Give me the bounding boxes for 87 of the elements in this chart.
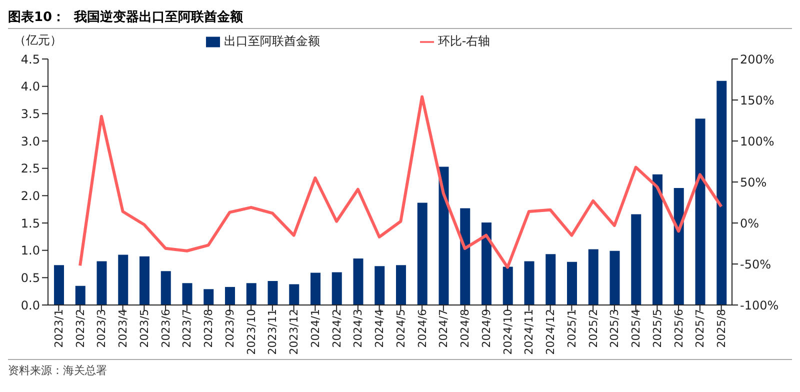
bar bbox=[546, 254, 556, 305]
bar bbox=[610, 250, 620, 305]
bar bbox=[417, 202, 428, 305]
bar bbox=[716, 80, 727, 305]
bar bbox=[204, 289, 214, 305]
x-tick-label: 2023/4 bbox=[116, 309, 130, 348]
x-tick-label: 2023/7 bbox=[180, 309, 194, 348]
x-tick-label: 2024/1 bbox=[308, 309, 322, 348]
bar bbox=[353, 258, 364, 305]
x-tick-label: 2025/5 bbox=[650, 309, 664, 348]
bar bbox=[567, 262, 577, 305]
x-tick-label: 2023/9 bbox=[223, 309, 236, 348]
bar bbox=[631, 214, 642, 305]
y-tick-label: 1.0 bbox=[20, 244, 40, 258]
x-tick-label: 2023/2 bbox=[74, 309, 87, 348]
x-tick-label: 2025/7 bbox=[694, 309, 707, 348]
x-tick-label: 2023/10 bbox=[244, 309, 258, 355]
y2-tick-label: 150% bbox=[740, 93, 774, 108]
x-tick-label: 2025/6 bbox=[672, 309, 686, 348]
x-tick-label: 2023/3 bbox=[95, 309, 108, 348]
legend-label: 出口至阿联酋金额 bbox=[224, 34, 320, 48]
x-tick-label: 2023/11 bbox=[266, 309, 280, 355]
x-tick-label: 2024/12 bbox=[544, 309, 558, 355]
x-tick-label: 2024/10 bbox=[501, 309, 514, 355]
x-tick-label: 2025/3 bbox=[608, 309, 622, 348]
y-tick-label: 2.0 bbox=[20, 188, 40, 203]
bar bbox=[182, 283, 192, 305]
y2-tick-label: 50% bbox=[740, 175, 767, 190]
bar bbox=[310, 272, 320, 305]
bar bbox=[268, 280, 278, 305]
y2-tick-label: 0% bbox=[740, 216, 760, 230]
x-tick-label: 2024/5 bbox=[394, 309, 408, 348]
bar bbox=[246, 283, 256, 305]
y-tick-label: 3.0 bbox=[20, 134, 40, 148]
x-tick-label: 2023/5 bbox=[138, 309, 151, 348]
bar bbox=[482, 222, 492, 305]
bar bbox=[674, 188, 684, 305]
x-tick-label: 2024/4 bbox=[373, 309, 386, 348]
bar bbox=[438, 166, 449, 305]
y-tick-label: 3.5 bbox=[20, 106, 40, 121]
legend-label: 环比-右轴 bbox=[438, 34, 490, 48]
x-tick-label: 2024/7 bbox=[437, 309, 450, 348]
bar bbox=[588, 249, 598, 305]
y-tick-label: 4.5 bbox=[20, 52, 40, 66]
text: 资料来源：海关总署 bbox=[8, 359, 792, 378]
bar bbox=[75, 286, 86, 305]
bar bbox=[140, 256, 150, 305]
chart-title: 图表10： 我国逆变器出口至阿联酋金额 bbox=[8, 8, 792, 29]
x-tick-label: 2024/3 bbox=[352, 309, 365, 348]
bar bbox=[96, 261, 107, 305]
y-tick-label: 0.5 bbox=[20, 270, 40, 285]
bar bbox=[695, 118, 706, 305]
line-series bbox=[78, 95, 723, 269]
y-tick-label: 0.0 bbox=[20, 298, 40, 312]
y-tick-label: 1.5 bbox=[20, 216, 40, 230]
bar bbox=[460, 208, 470, 305]
bar bbox=[118, 254, 128, 305]
bar bbox=[374, 266, 385, 305]
bar bbox=[160, 271, 171, 305]
y2-tick-label: 100% bbox=[740, 134, 774, 148]
y-axis-title: （亿元） bbox=[14, 32, 62, 49]
bar bbox=[396, 265, 406, 305]
bar bbox=[54, 265, 64, 305]
bar bbox=[524, 261, 534, 305]
y-tick-label: 4.0 bbox=[20, 80, 40, 94]
x-tick-label: 2024/8 bbox=[458, 309, 472, 348]
x-tick-label: 2024/6 bbox=[416, 309, 429, 348]
x-tick-label: 2023/1 bbox=[52, 309, 66, 348]
y-tick-label: 2.5 bbox=[20, 162, 40, 176]
bar bbox=[652, 174, 662, 305]
x-tick-label: 2025/8 bbox=[715, 309, 728, 348]
bar bbox=[225, 286, 235, 305]
x-tick-label: 2025/2 bbox=[586, 309, 600, 348]
x-tick-label: 2025/1 bbox=[565, 309, 578, 348]
y2-tick-label: -50% bbox=[740, 257, 772, 272]
x-tick-label: 2024/11 bbox=[522, 309, 536, 355]
x-tick-label: 2024/9 bbox=[480, 309, 493, 348]
bar bbox=[332, 272, 342, 305]
y2-tick-label: -100% bbox=[740, 298, 779, 312]
x-tick-label: 2023/12 bbox=[288, 309, 301, 355]
bar bbox=[502, 266, 513, 305]
x-tick-label: 2023/6 bbox=[159, 309, 172, 348]
y2-tick-label: 200% bbox=[740, 52, 774, 66]
bar bbox=[289, 284, 300, 305]
x-tick-label: 2023/8 bbox=[202, 309, 216, 348]
x-tick-label: 2024/2 bbox=[330, 309, 344, 348]
x-tick-label: 2025/4 bbox=[630, 309, 643, 348]
